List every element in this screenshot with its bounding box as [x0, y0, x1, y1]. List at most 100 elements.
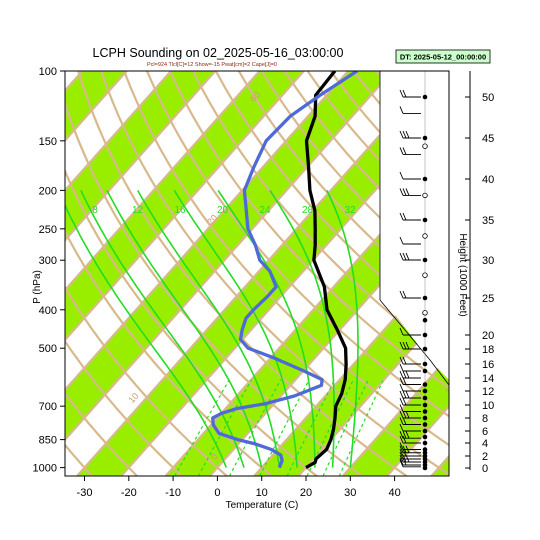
- mixing-ratio-line: [338, 379, 385, 476]
- wind-barb-flag: [399, 431, 404, 439]
- wind-barb-flag: [402, 370, 407, 379]
- height-tick-label: 20: [482, 330, 494, 342]
- wind-barb-flag: [399, 147, 404, 155]
- height-tick-label: 16: [482, 359, 494, 371]
- height-dot: [422, 382, 428, 387]
- dry-adiabat-line: [123, 71, 449, 447]
- dry-adiabat-line: [77, 71, 408, 476]
- isotherm-line: [65, 71, 261, 292]
- x-tick-label: -20: [121, 487, 137, 499]
- wind-barb-flag: [402, 410, 407, 419]
- height-dot-open: [422, 310, 428, 316]
- wind-barb-flag: [399, 410, 404, 419]
- y-tick-label: 150: [39, 136, 57, 148]
- x-tick-label: -30: [77, 487, 93, 499]
- dry-adiabat-line: [65, 229, 273, 476]
- y-tick-label: 250: [39, 224, 57, 236]
- wind-panel-edge: [379, 71, 449, 386]
- wind-barb-flag: [399, 89, 404, 98]
- wind-barb-flag: [402, 252, 407, 261]
- wind-barb-flag: [405, 431, 410, 439]
- wind-barb-flag: [402, 397, 407, 406]
- wind-barb-flag: [399, 459, 404, 467]
- wind-barb-flag: [405, 390, 410, 399]
- wind-barb-flag: [405, 370, 410, 379]
- height-tick-label: 30: [482, 255, 494, 267]
- dry-adiabat-line: [65, 100, 363, 476]
- wind-barb-flag: [405, 341, 410, 350]
- dry-adiabat-label: 20: [205, 213, 219, 227]
- moist-adiabat-line: [326, 190, 359, 468]
- profile-line: [211, 71, 359, 469]
- height-dot-open: [422, 192, 428, 199]
- wind-barb-flag: [402, 212, 407, 221]
- wind-barb-flag: [399, 130, 404, 139]
- dry-adiabat-line: [65, 391, 138, 476]
- dry-adiabat-line: [65, 443, 93, 476]
- height-tick-label: 14: [482, 373, 494, 385]
- wind-barb-flag: [402, 130, 407, 139]
- y-axis: 1000 850 700 500 400 300 250 200 150 100: [33, 66, 65, 475]
- height-dot: [422, 402, 428, 408]
- y-tick-label: 850: [39, 435, 57, 447]
- height-tick-label: 0: [482, 463, 488, 475]
- mixing-ratio-line: [197, 379, 253, 476]
- moist-adiabat-label: 16: [174, 205, 186, 216]
- height-dot: [422, 94, 428, 100]
- wind-barb-flag: [402, 356, 407, 365]
- x-axis: -30 -20 -10 0 10 20 30 40: [77, 476, 401, 499]
- dry-adiabat-line: [100, 71, 449, 476]
- moist-adiabat-label: 28: [302, 205, 314, 216]
- wind-barb-flag: [402, 417, 407, 425]
- wind-barb-flag: [399, 171, 404, 180]
- wind-barb-flag: [399, 397, 404, 406]
- dry-adiabat-line: [191, 71, 449, 362]
- height-tick-label: 40: [482, 174, 494, 186]
- valid-time-box: [395, 49, 491, 64]
- wind-barb-flag: [399, 390, 404, 399]
- isotherm-line: [65, 71, 305, 342]
- y-axis-label: P (hPa): [32, 270, 43, 304]
- height-tick-label: 10: [482, 400, 494, 412]
- wind-barb-flag: [399, 212, 404, 221]
- wind-barb-flag: [402, 147, 407, 155]
- height-tick-label: 45: [482, 133, 494, 145]
- dry-adiabat-line: [214, 71, 449, 335]
- y-tick-label: 700: [39, 401, 57, 413]
- wind-barb-flag: [399, 423, 404, 432]
- height-dot: [422, 450, 428, 456]
- chart-title: LCPH Sounding on 02_2025-05-16_03:00:00: [93, 46, 344, 60]
- wind-barb-flag: [399, 377, 404, 385]
- plot-frame: [64, 70, 450, 477]
- height-dot: [422, 428, 428, 434]
- y-tick-label: 200: [39, 185, 57, 197]
- wind-barb-flag: [399, 290, 404, 299]
- wind-barb-flag: [399, 442, 404, 450]
- dry-adiabat-label: 10: [126, 391, 140, 405]
- wind-barb-flag: [402, 435, 407, 444]
- wind-barb-flag: [405, 188, 410, 196]
- isotherm-line: [65, 71, 394, 442]
- height-dot-open: [422, 233, 428, 239]
- height-tick-label: 4: [482, 438, 488, 450]
- wind-barb-flag: [402, 377, 407, 385]
- isotherm-line: [386, 404, 449, 476]
- moist-adiabat-line: [137, 190, 281, 468]
- height-dot: [422, 415, 428, 421]
- wind-barb-flag: [402, 188, 407, 196]
- height-tick-label: 12: [482, 386, 494, 398]
- y-tick-label: 500: [39, 343, 57, 355]
- wind-barb-flag: [399, 106, 404, 114]
- dry-adiabat-line: [169, 71, 449, 390]
- wind-barb-flag: [405, 130, 410, 139]
- y-tick-label: 300: [39, 255, 57, 267]
- moist-adiabat-label: 8: [92, 205, 98, 216]
- height-dot: [422, 135, 428, 141]
- temperature-band: [77, 71, 449, 476]
- wind-barb-flag: [402, 390, 407, 399]
- wind-barb-flag: [405, 252, 410, 261]
- dry-adiabat-label: 60: [248, 90, 262, 104]
- moist-adiabat-label: 20: [217, 205, 229, 216]
- wind-barb-flag: [399, 363, 404, 372]
